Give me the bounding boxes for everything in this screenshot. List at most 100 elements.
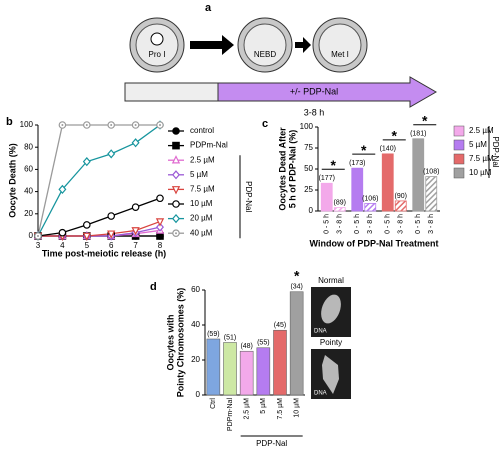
marker (156, 194, 164, 203)
bar (256, 347, 271, 396)
marker-dot (37, 235, 39, 237)
panel-label: a (205, 2, 212, 14)
marker (82, 232, 91, 242)
legend-label: PDPm-Nal (190, 141, 228, 150)
y-tick-label: 60 (191, 285, 200, 294)
marker (131, 227, 140, 236)
x-tick-label: 7 (133, 241, 138, 250)
significance: * (422, 112, 428, 128)
marker (172, 200, 180, 208)
significance: * (361, 142, 367, 158)
x-tick-label: 0 - 5 h (415, 214, 422, 234)
panel-label: c (262, 118, 268, 130)
stage-cell-inner (243, 23, 287, 67)
y-tick-label: 100 (20, 120, 34, 129)
group-label: PDP-Nal (256, 439, 287, 448)
marker (156, 232, 164, 240)
marker-dot (134, 124, 137, 126)
y-axis-title: Oocytes Dead After (277, 127, 287, 211)
sample-size: (108) (423, 168, 439, 175)
marker (131, 138, 140, 148)
sample-size: (34) (290, 284, 302, 291)
marker-dot (175, 232, 177, 235)
bar (239, 350, 254, 396)
sample-size: (90) (395, 193, 407, 200)
legend-label: 2.5 µM (469, 126, 494, 135)
legend-label: 7.5 µM (469, 154, 494, 163)
legend-label: 10 µM (190, 199, 213, 208)
y-tick-label: 25 (304, 185, 313, 194)
bar (381, 153, 394, 212)
x-tick-label: 0 - 5 h (385, 214, 392, 234)
sample-size: (45) (274, 322, 286, 329)
legend-label: 5 µM (190, 170, 208, 179)
stage-label: NEBD (254, 50, 276, 59)
y-tick-label: 0 (196, 390, 201, 399)
stage-label: Pro I (149, 50, 166, 59)
marker-dot (61, 124, 64, 126)
x-tick-label: 3 (36, 241, 41, 250)
bar (333, 207, 346, 212)
y-tick-label: 20 (24, 209, 33, 218)
sample-size: (173) (349, 160, 365, 167)
chromosomes (321, 294, 341, 324)
bar (425, 176, 438, 212)
legend-label: 7.5 µM (190, 185, 215, 194)
legend-label: 10 µM (469, 168, 492, 177)
marker (83, 221, 91, 229)
marker (172, 127, 180, 135)
x-tick-label: 5 (85, 241, 90, 250)
bar (206, 338, 221, 396)
series-line (38, 220, 161, 237)
x-tick-label: 8 (158, 241, 163, 250)
significance: * (331, 157, 337, 173)
legend-label: 20 µM (190, 214, 213, 223)
bar (273, 329, 287, 396)
marker (171, 155, 181, 164)
y-tick-label: 20 (191, 355, 200, 364)
y-axis-title: Pointy Chromosomes (%) (175, 288, 185, 398)
duration-label: 3-8 h (304, 107, 325, 117)
panel-label: b (6, 116, 13, 128)
bar (351, 167, 364, 212)
image-title: Normal (318, 276, 344, 285)
sample-size: (106) (362, 195, 378, 202)
series-line (37, 124, 161, 237)
y-tick-label: 100 (300, 122, 314, 131)
sample-size: (51) (224, 334, 236, 341)
stain-label: DNA (314, 329, 327, 335)
sample-size: (181) (410, 131, 426, 138)
y-tick-label: 0 (29, 231, 34, 240)
legend-swatch (453, 153, 465, 165)
y-tick-label: 40 (24, 187, 33, 196)
marker (155, 218, 165, 227)
stage-label: Met I (331, 50, 349, 59)
x-tick-label: 2.5 µM (244, 398, 251, 420)
x-tick-label: 3 - 8 h (428, 214, 435, 234)
sample-size: (48) (240, 343, 252, 350)
x-tick-label: Ctrl (210, 398, 217, 409)
legend-group-label: PDP-Nal (244, 181, 253, 212)
legend-swatch (453, 167, 465, 179)
legend-label: 5 µM (469, 140, 487, 149)
y-tick-label: 60 (24, 165, 33, 174)
x-tick-label: 3 - 8 h (337, 214, 344, 234)
marker (107, 212, 116, 220)
marker (156, 222, 164, 232)
marker (107, 149, 116, 159)
marker (171, 186, 181, 195)
bar (364, 203, 377, 212)
legend-label: 2.5 µM (190, 155, 215, 164)
legend-group-label: PDP-Nal (491, 136, 500, 167)
x-tick-label: 5 µM (260, 398, 267, 414)
nucleus (150, 32, 164, 46)
sample-size: (89) (334, 199, 346, 206)
arrow (190, 35, 234, 55)
legend-swatch (453, 125, 465, 137)
marker (172, 141, 180, 150)
y-tick-label: 0 (309, 206, 314, 215)
y-tick-label: 40 (191, 320, 200, 329)
x-tick-label: 0 - 5 h (354, 214, 361, 234)
bar (394, 200, 407, 212)
sample-size: (55) (257, 340, 269, 347)
